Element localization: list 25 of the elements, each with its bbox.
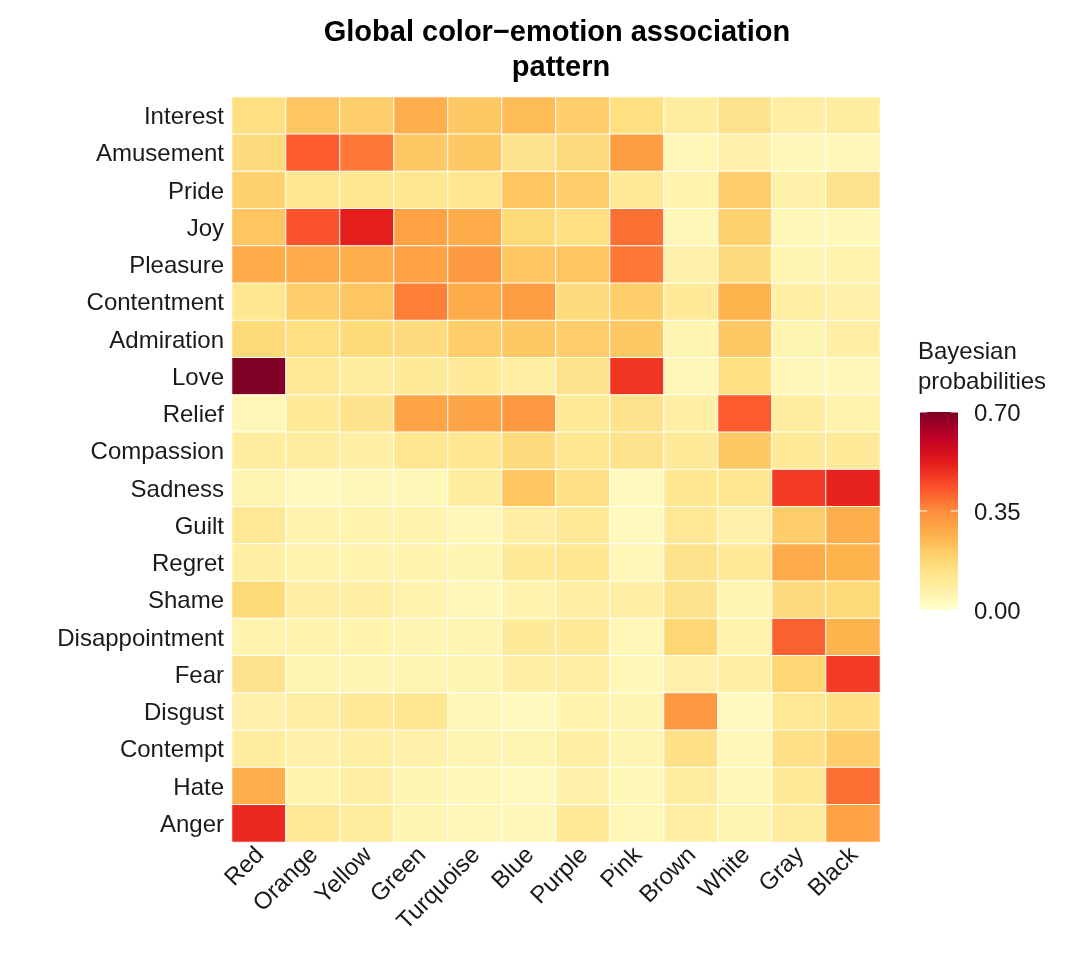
y-tick-label: Relief [162,400,225,428]
y-tick-label: Joy [186,213,224,241]
y-tick-label: Interest [143,102,225,130]
y-tick-label: Contempt [119,735,225,763]
y-tick-label: Regret [151,549,225,577]
chart-title: Global color−emotion association pattern [323,14,799,82]
y-tick-label: Anger [159,809,224,837]
y-tick-label: Pride [167,176,224,204]
y-tick-label: Contentment [86,288,225,316]
y-tick-label: Hate [173,772,224,800]
color-bar-label: 0.00 [974,596,1021,624]
y-tick-label: Shame [147,586,224,614]
y-tick-label: Disgust [143,698,225,726]
y-tick-label: Admiration [109,325,224,353]
y-tick-label: Amusement [95,139,225,167]
y-tick-label: Sadness [130,474,224,502]
color-bar-label: 0.35 [974,497,1021,525]
color-bar-title: Bayesian probabilities [918,336,1047,394]
y-tick-label: Guilt [174,511,225,539]
y-tick-label: Compassion [90,437,224,465]
y-tick-label: Pleasure [129,251,224,279]
color-bar-label: 0.70 [974,398,1021,426]
y-tick-label: Love [171,362,224,390]
y-tick-label: Disappointment [57,623,225,651]
y-tick-label: Fear [174,660,224,688]
